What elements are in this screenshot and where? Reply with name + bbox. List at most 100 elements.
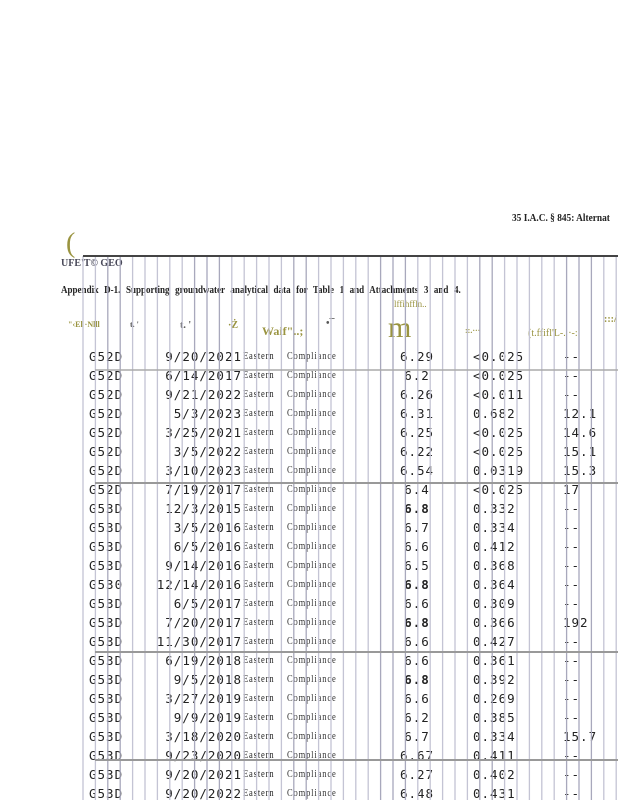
ph-value: 6.29: [399, 349, 435, 364]
column-header: ::.···: [465, 326, 481, 335]
well-id: G52D: [89, 368, 124, 383]
sample-date: 9/21/2022: [165, 387, 242, 402]
analyte-value: 0.682: [473, 406, 516, 421]
analyte-value: 0.361: [473, 653, 516, 668]
region: Eastern: [243, 579, 275, 590]
table-row: G52D 9/21/2022 Eastern Compliance 6.26 <0.011…: [0, 387, 618, 406]
sample-date: 7/20/2017: [165, 615, 242, 630]
well-id: G53D: [89, 710, 124, 725]
well-type: Compliance: [287, 750, 337, 761]
table-row: G53D 9/9/2019 Eastern Compliance 6.2 0.385 --: [0, 710, 618, 729]
well-type: Compliance: [287, 389, 337, 400]
ph-value: 6.6: [404, 634, 430, 649]
analyte-value-2: --: [563, 349, 581, 364]
region: Eastern: [243, 674, 275, 685]
analyte-value: <0.025: [473, 444, 525, 459]
region: Eastern: [243, 636, 275, 647]
table-row: G53D 7/20/2017 Eastern Compliance 6.8 0.366 19…: [0, 615, 618, 634]
analyte-value-2: --: [563, 710, 581, 725]
sample-date: 12/14/2016: [156, 577, 242, 592]
analyte-value: 0.385: [473, 710, 516, 725]
analyte-value-2: --: [563, 653, 581, 668]
region: Eastern: [243, 693, 275, 704]
table-row: G53D 3/5/2016 Eastern Compliance 6.7 0.334 --: [0, 520, 618, 539]
analyte-value-2: --: [563, 767, 581, 782]
column-header: ·Ż: [228, 320, 239, 331]
column-header: t. ': [180, 320, 192, 331]
well-id: G53D: [89, 539, 124, 554]
analyte-value-2: --: [563, 672, 581, 687]
well-id: G52D: [89, 425, 124, 440]
analyte-value: 0.334: [473, 729, 516, 744]
analyte-value: 0.368: [473, 558, 516, 573]
analyte-value-2: 15.3: [563, 463, 598, 478]
sample-date: 9/5/2018: [173, 672, 242, 687]
well-id: G53D: [89, 634, 124, 649]
well-id: G530: [89, 577, 124, 592]
analyte-value: 0.0319: [473, 463, 525, 478]
well-type: Compliance: [287, 560, 337, 571]
well-type: Compliance: [287, 408, 337, 419]
table-row: G52D 3/25/2021 Eastern Compliance 6.25 <0.025…: [0, 425, 618, 444]
region: Eastern: [243, 655, 275, 666]
well-type: Compliance: [287, 617, 337, 628]
table-row: G52D 3/10/2023 Eastern Compliance 6.54 0.0319…: [0, 463, 618, 482]
well-type: Compliance: [287, 674, 337, 685]
table-row: G53D 9/14/2016 Eastern Compliance 6.5 0.368 --: [0, 558, 618, 577]
analyte-value: 0.309: [473, 596, 516, 611]
well-type: Compliance: [287, 769, 337, 780]
table-row: G530 12/14/2016 Eastern Compliance 6.8 0.364 -…: [0, 577, 618, 596]
sample-date: 9/20/2021: [165, 767, 242, 782]
well-type: Compliance: [287, 370, 337, 381]
column-header: m: [388, 311, 412, 344]
sample-date: 3/5/2016: [173, 520, 242, 535]
column-header: t. ': [130, 320, 139, 329]
ph-value: 6.6: [404, 596, 430, 611]
well-type: Compliance: [287, 484, 337, 495]
well-id: G52D: [89, 444, 124, 459]
table-caption: Appendix D-1. Supporting groundwater ana…: [61, 284, 461, 296]
table-row: G52D 9/20/2021 Eastern Compliance 6.29 <0.025…: [0, 349, 618, 368]
well-type: Compliance: [287, 598, 337, 609]
sample-date: 6/5/2016: [173, 539, 242, 554]
ph-value: 6.25: [399, 425, 435, 440]
ph-value: 6.2: [404, 710, 430, 725]
analyte-value-2: --: [563, 520, 581, 535]
region: Eastern: [243, 541, 275, 552]
region: Eastern: [243, 446, 275, 457]
analyte-value: 0.412: [473, 539, 516, 554]
region: Eastern: [243, 427, 275, 438]
table-row: G53D 6/5/2016 Eastern Compliance 6.6 0.412 --: [0, 539, 618, 558]
well-type: Compliance: [287, 522, 337, 533]
region: Eastern: [243, 484, 275, 495]
well-id: G53D: [89, 729, 124, 744]
column-header: Waif"..;: [262, 324, 304, 338]
well-id: G53D: [89, 672, 124, 687]
analyte-value: 0.411: [473, 748, 516, 763]
analyte-value: 0.334: [473, 520, 516, 535]
column-header: (t.ffifl'L-. ·-:: [528, 328, 578, 339]
sample-date: 3/18/2020: [165, 729, 242, 744]
ph-value: 6.8: [404, 501, 430, 516]
table-row: G53D 9/5/2018 Eastern Compliance 6.8 0.392 --: [0, 672, 618, 691]
well-id: G53D: [89, 501, 124, 516]
table-row: G53D 9/20/2022 Eastern Compliance 6.48 0.431 -…: [0, 786, 618, 805]
ph-value: 6.27: [399, 767, 435, 782]
region: Eastern: [243, 465, 275, 476]
well-id: G52D: [89, 387, 124, 402]
sample-date: 7/19/2017: [165, 482, 242, 497]
well-type: Compliance: [287, 465, 337, 476]
region: Eastern: [243, 712, 275, 723]
region: Eastern: [243, 750, 275, 761]
analyte-value-2: --: [563, 577, 581, 592]
well-id: G52D: [89, 349, 124, 364]
table-row: G52D 7/19/2017 Eastern Compliance 6.4 <0.025 1…: [0, 482, 618, 501]
ph-value: 6.8: [404, 615, 430, 630]
ph-value: 6.4: [404, 482, 430, 497]
ph-value: 6.6: [404, 691, 430, 706]
well-id: G53D: [89, 767, 124, 782]
well-id: G53D: [89, 653, 124, 668]
analyte-value-2: --: [563, 387, 581, 402]
analyte-value: 0.427: [473, 634, 516, 649]
analyte-value-2: --: [563, 596, 581, 611]
